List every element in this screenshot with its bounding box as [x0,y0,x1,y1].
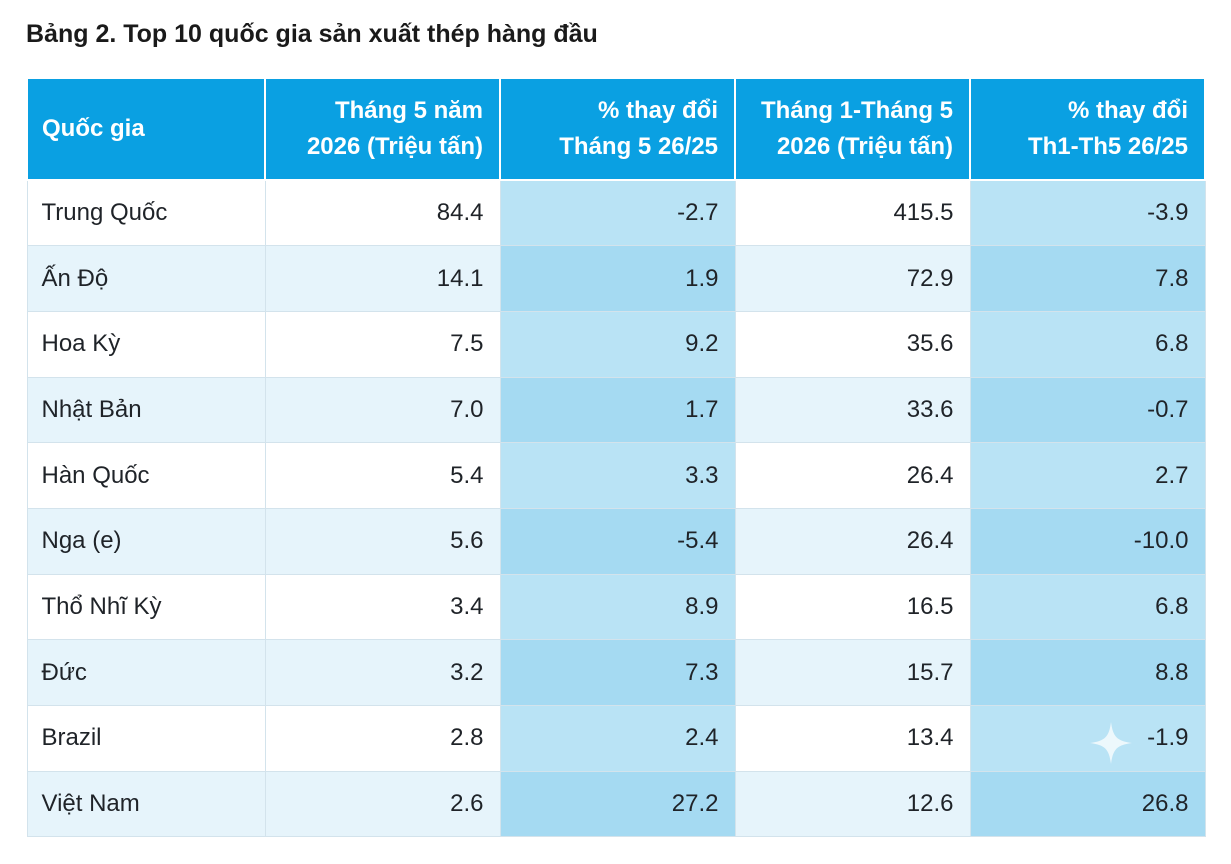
may-change-cell: 1.9 [499,245,736,312]
may-change-cell: 1.7 [499,376,736,444]
country-cell: Nga (e) [26,507,266,575]
header-country-label: Quốc gia [42,115,145,142]
header-country: Quốc gia [26,77,266,181]
header-ytd-production: Tháng 1-Tháng 5 2026 (Triệu tấn) [734,77,971,181]
table-header: Quốc gia Tháng 5 năm 2026 (Triệu tấn) % … [26,77,1206,181]
country-cell: Trung Quốc [26,179,266,247]
table-row: Nga (e) 5.6 -5.4 26.4 -10.0 [26,507,1206,575]
ytd-production-cell: 15.7 [734,639,971,706]
may-change-cell: -2.7 [499,179,736,247]
steel-production-table: Quốc gia Tháng 5 năm 2026 (Triệu tấn) % … [26,77,1206,838]
country-cell: Ấn Độ [26,245,266,312]
table-row: Brazil 2.8 2.4 13.4 -1.9 [26,705,1206,772]
table-row: Ấn Độ 14.1 1.9 72.9 7.8 [26,245,1206,312]
country-cell: Việt Nam [26,770,266,838]
ytd-change-cell: 6.8 [969,310,1206,378]
may-production-cell: 5.6 [264,507,501,575]
may-change-cell: 3.3 [499,442,736,509]
may-change-cell: 27.2 [499,770,736,838]
table-row: Hoa Kỳ 7.5 9.2 35.6 6.8 [26,310,1206,378]
ytd-change-cell: -1.9 [969,705,1206,772]
ytd-change-cell: 7.8 [969,245,1206,312]
may-production-cell: 3.4 [264,573,501,641]
may-production-cell: 2.6 [264,770,501,838]
ytd-production-cell: 12.6 [734,770,971,838]
may-change-cell: 7.3 [499,639,736,706]
country-cell: Hoa Kỳ [26,310,266,378]
may-production-cell: 84.4 [264,179,501,247]
ytd-change-cell: -10.0 [969,507,1206,575]
table-title: Bảng 2. Top 10 quốc gia sản xuất thép hà… [26,20,598,48]
header-may-production: Tháng 5 năm 2026 (Triệu tấn) [264,77,501,181]
may-production-cell: 14.1 [264,245,501,312]
ytd-production-cell: 33.6 [734,376,971,444]
header-may-chg-line1: % thay đổi [597,97,718,124]
country-cell: Brazil [26,705,266,772]
ytd-change-cell: -3.9 [969,179,1206,247]
may-production-cell: 7.0 [264,376,501,444]
ytd-production-cell: 26.4 [734,442,971,509]
header-ytd-line1: Tháng 1-Tháng 5 [761,97,953,124]
header-row: Quốc gia Tháng 5 năm 2026 (Triệu tấn) % … [26,77,1206,181]
country-cell: Thổ Nhĩ Kỳ [26,573,266,641]
ytd-production-cell: 13.4 [734,705,971,772]
header-ytd-chg-line1: % thay đổi [1067,97,1188,124]
header-ytd-line2: 2026 (Triệu tấn) [776,133,953,160]
country-cell: Hàn Quốc [26,442,266,509]
header-may-line2: 2026 (Triệu tấn) [306,133,483,160]
table-row: Trung Quốc 84.4 -2.7 415.5 -3.9 [26,179,1206,247]
table-row: Nhật Bản 7.0 1.7 33.6 -0.7 [26,376,1206,444]
may-production-cell: 7.5 [264,310,501,378]
table-row: Đức 3.2 7.3 15.7 8.8 [26,639,1206,706]
header-may-change: % thay đổi Tháng 5 26/25 [499,77,736,181]
header-ytd-change: % thay đổi Th1-Th5 26/25 [969,77,1206,181]
may-change-cell: 2.4 [499,705,736,772]
ytd-production-cell: 16.5 [734,573,971,641]
header-may-chg-line2: Tháng 5 26/25 [559,133,718,160]
ytd-production-cell: 72.9 [734,245,971,312]
ytd-production-cell: 26.4 [734,507,971,575]
header-ytd-chg-line2: Th1-Th5 26/25 [1027,133,1188,160]
ytd-change-cell: 6.8 [969,573,1206,641]
ytd-change-cell: -0.7 [969,376,1206,444]
country-cell: Đức [26,639,266,706]
ytd-change-cell: 2.7 [969,442,1206,509]
country-cell: Nhật Bản [26,376,266,444]
sparkle-icon [1090,722,1132,764]
ytd-production-cell: 35.6 [734,310,971,378]
may-production-cell: 5.4 [264,442,501,509]
may-production-cell: 3.2 [264,639,501,706]
header-may-line1: Tháng 5 năm [334,97,483,124]
may-production-cell: 2.8 [264,705,501,772]
table-body: Trung Quốc 84.4 -2.7 415.5 -3.9 Ấn Độ 14… [26,179,1206,838]
may-change-cell: 9.2 [499,310,736,378]
ytd-change-cell: 26.8 [969,770,1206,838]
may-change-cell: -5.4 [499,507,736,575]
table-row: Việt Nam 2.6 27.2 12.6 26.8 [26,770,1206,838]
ytd-production-cell: 415.5 [734,179,971,247]
table-row: Thổ Nhĩ Kỳ 3.4 8.9 16.5 6.8 [26,573,1206,641]
table-row: Hàn Quốc 5.4 3.3 26.4 2.7 [26,442,1206,509]
ytd-change-cell: 8.8 [969,639,1206,706]
may-change-cell: 8.9 [499,573,736,641]
